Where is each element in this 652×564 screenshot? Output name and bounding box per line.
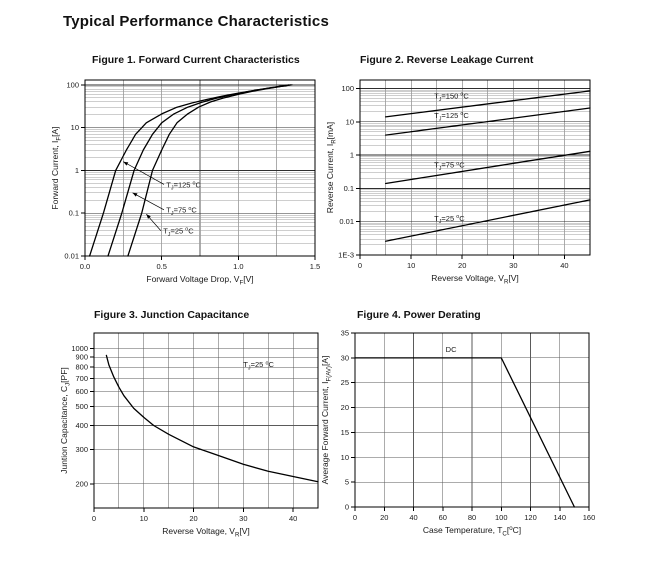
svg-text:Forward Voltage Drop, VF[V]: Forward Voltage Drop, VF[V]	[146, 274, 253, 287]
svg-text:0.5: 0.5	[156, 262, 166, 271]
svg-text:20: 20	[189, 514, 197, 523]
svg-text:10: 10	[341, 453, 349, 462]
svg-text:0.01: 0.01	[64, 252, 79, 261]
svg-text:60: 60	[439, 513, 447, 522]
svg-text:1000: 1000	[71, 344, 88, 353]
svg-text:300: 300	[75, 445, 88, 454]
svg-text:0.0: 0.0	[80, 262, 90, 271]
svg-text:10: 10	[71, 123, 79, 132]
svg-text:0.1: 0.1	[69, 209, 79, 218]
svg-text:40: 40	[560, 261, 568, 270]
svg-text:Forward Current, IF[A]: Forward Current, IF[A]	[50, 126, 63, 209]
svg-text:0: 0	[358, 261, 362, 270]
svg-text:30: 30	[239, 514, 247, 523]
svg-text:20: 20	[341, 403, 349, 412]
svg-text:1: 1	[350, 151, 354, 160]
svg-text:TJ=75 oC: TJ=75 oC	[434, 161, 465, 172]
svg-text:700: 700	[75, 374, 88, 383]
svg-text:500: 500	[75, 402, 88, 411]
svg-text:400: 400	[75, 421, 88, 430]
svg-text:40: 40	[289, 514, 297, 523]
svg-text:TJ=125 oC: TJ=125 oC	[434, 111, 469, 122]
svg-text:Reverse Voltage, VR[V]: Reverse Voltage, VR[V]	[431, 273, 519, 286]
svg-text:0: 0	[92, 514, 96, 523]
svg-text:20: 20	[380, 513, 388, 522]
svg-text:TJ=125 oC: TJ=125 oC	[166, 180, 201, 191]
svg-text:100: 100	[66, 80, 79, 89]
svg-text:Average Forward Current, IF(AV: Average Forward Current, IF(AV)[A]	[320, 356, 333, 485]
svg-text:1E-3: 1E-3	[338, 251, 354, 260]
svg-text:25: 25	[341, 378, 349, 387]
svg-text:200: 200	[75, 479, 88, 488]
figure3-title: Figure 3. Junction Capacitance	[94, 309, 250, 321]
svg-text:10: 10	[346, 117, 354, 126]
svg-text:30: 30	[341, 353, 349, 362]
page-title: Typical Performance Characteristics	[63, 13, 330, 30]
svg-text:40: 40	[409, 513, 417, 522]
svg-text:TJ=150 oC: TJ=150 oC	[434, 92, 469, 103]
svg-text:Case Temperature, TC[oC]: Case Temperature, TC[oC]	[423, 525, 521, 538]
svg-text:100: 100	[341, 84, 354, 93]
svg-text:10: 10	[407, 261, 415, 270]
svg-text:TJ=25 oC: TJ=25 oC	[243, 360, 274, 371]
svg-text:100: 100	[495, 513, 508, 522]
svg-text:TJ=25 oC: TJ=25 oC	[163, 227, 194, 238]
svg-text:Reverse Current, IR[mA]: Reverse Current, IR[mA]	[325, 122, 338, 213]
svg-text:120: 120	[524, 513, 537, 522]
figure1-title: Figure 1. Forward Current Characteristic…	[92, 54, 300, 66]
svg-text:0: 0	[345, 503, 349, 512]
svg-text:Juntion Capacitance, CJ[PF]: Juntion Capacitance, CJ[PF]	[59, 367, 72, 474]
svg-text:10: 10	[140, 514, 148, 523]
svg-text:35: 35	[341, 329, 349, 338]
svg-text:0: 0	[353, 513, 357, 522]
svg-text:DC: DC	[446, 345, 457, 354]
svg-text:20: 20	[458, 261, 466, 270]
svg-text:600: 600	[75, 387, 88, 396]
svg-text:5: 5	[345, 478, 349, 487]
svg-text:900: 900	[75, 353, 88, 362]
svg-text:Reverse Voltage, VR[V]: Reverse Voltage, VR[V]	[162, 526, 250, 539]
svg-text:0.1: 0.1	[344, 184, 354, 193]
svg-text:0.01: 0.01	[339, 217, 354, 226]
svg-text:1: 1	[75, 166, 79, 175]
svg-text:160: 160	[583, 513, 596, 522]
svg-text:800: 800	[75, 363, 88, 372]
svg-text:1.5: 1.5	[310, 262, 320, 271]
svg-text:80: 80	[468, 513, 476, 522]
svg-text:1.0: 1.0	[233, 262, 243, 271]
svg-text:TJ=25 oC: TJ=25 oC	[434, 214, 465, 225]
figure4-title: Figure 4. Power Derating	[357, 309, 481, 321]
svg-text:140: 140	[553, 513, 566, 522]
svg-text:TJ=75 oC: TJ=75 oC	[166, 206, 197, 217]
svg-text:30: 30	[509, 261, 517, 270]
figure2-title: Figure 2. Reverse Leakage Current	[360, 54, 534, 66]
svg-text:15: 15	[341, 428, 349, 437]
